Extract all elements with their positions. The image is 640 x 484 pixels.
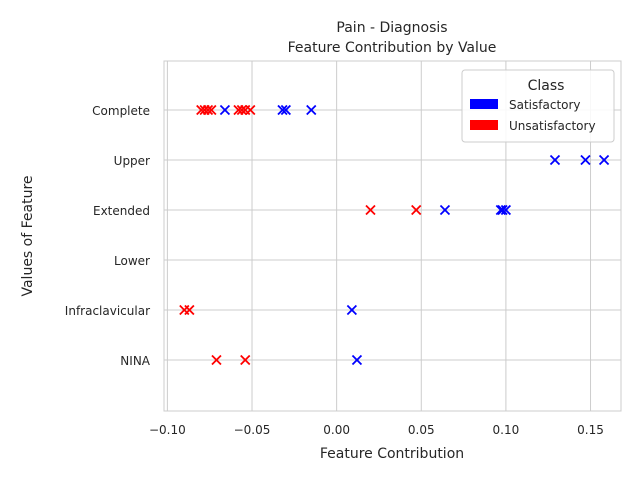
data-point [219, 104, 231, 116]
data-point [277, 104, 288, 116]
data-point [346, 304, 358, 316]
legend-label-unsatisfactory: Unsatisfactory [509, 119, 596, 133]
x-tick-label: 0.15 [577, 423, 604, 437]
x-tick-label: −0.10 [149, 423, 186, 437]
data-point [351, 354, 363, 366]
data-point [497, 204, 508, 216]
legend-box [461, 69, 615, 143]
data-point [245, 104, 256, 116]
data-point [500, 204, 512, 216]
legend-title: Class [528, 78, 565, 94]
data-point [236, 104, 247, 116]
x-tick-label: 0.10 [493, 423, 520, 437]
x-tick-labels: −0.10 −0.05 0.00 0.05 0.10 0.15 [149, 423, 604, 437]
x-axis-label: Feature Contribution [320, 446, 464, 462]
chart-subtitle: Feature Contribution by Value [288, 40, 497, 56]
data-points [179, 104, 610, 366]
data-point [280, 104, 292, 116]
y-tick-label: Extended [93, 204, 150, 218]
data-point [202, 104, 214, 116]
y-tick-label: Infraclavicular [65, 304, 150, 318]
data-point [306, 104, 317, 116]
data-point [365, 204, 376, 216]
data-point [184, 304, 195, 316]
legend-swatch-unsatisfactory [470, 120, 498, 130]
data-point [411, 204, 422, 216]
y-axis-label: Values of Feature [20, 175, 36, 296]
legend-swatch-satisfactory [470, 99, 498, 109]
x-tick-label: 0.05 [408, 423, 435, 437]
legend: Class Satisfactory Unsatisfactory [461, 69, 615, 143]
data-point [211, 354, 222, 366]
y-tick-label: Lower [114, 254, 150, 268]
data-point [439, 204, 451, 216]
y-tick-label: Complete [92, 104, 150, 118]
chart-title: Pain - Diagnosis [336, 20, 447, 36]
x-tick-label: 0.00 [323, 423, 350, 437]
data-point [240, 354, 251, 366]
y-tick-label: Upper [114, 154, 150, 168]
data-point [549, 154, 561, 166]
x-tick-label: −0.05 [234, 423, 271, 437]
data-point [580, 154, 591, 166]
data-point [598, 154, 610, 166]
data-point [206, 104, 217, 116]
y-tick-labels: Complete Upper Extended Lower Infraclavicula… [65, 104, 151, 368]
y-tick-label: NINA [120, 354, 150, 368]
legend-label-satisfactory: Satisfactory [509, 98, 581, 112]
